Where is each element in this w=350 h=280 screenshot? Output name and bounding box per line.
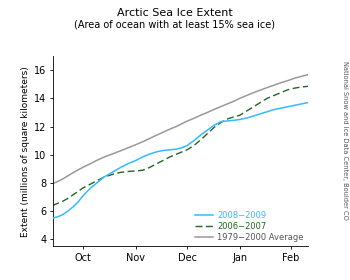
Y-axis label: Extent (millions of square kilometers): Extent (millions of square kilometers) bbox=[21, 66, 30, 237]
Text: (Area of ocean with at least 15% sea ice): (Area of ocean with at least 15% sea ice… bbox=[75, 20, 275, 30]
Legend: 2008−2009, 2006−2007, 1979−2000 Average: 2008−2009, 2006−2007, 1979−2000 Average bbox=[195, 211, 304, 242]
Text: National Snow and Ice Data Center, Boulder CO: National Snow and Ice Data Center, Bould… bbox=[342, 60, 348, 220]
Text: Arctic Sea Ice Extent: Arctic Sea Ice Extent bbox=[117, 8, 233, 18]
